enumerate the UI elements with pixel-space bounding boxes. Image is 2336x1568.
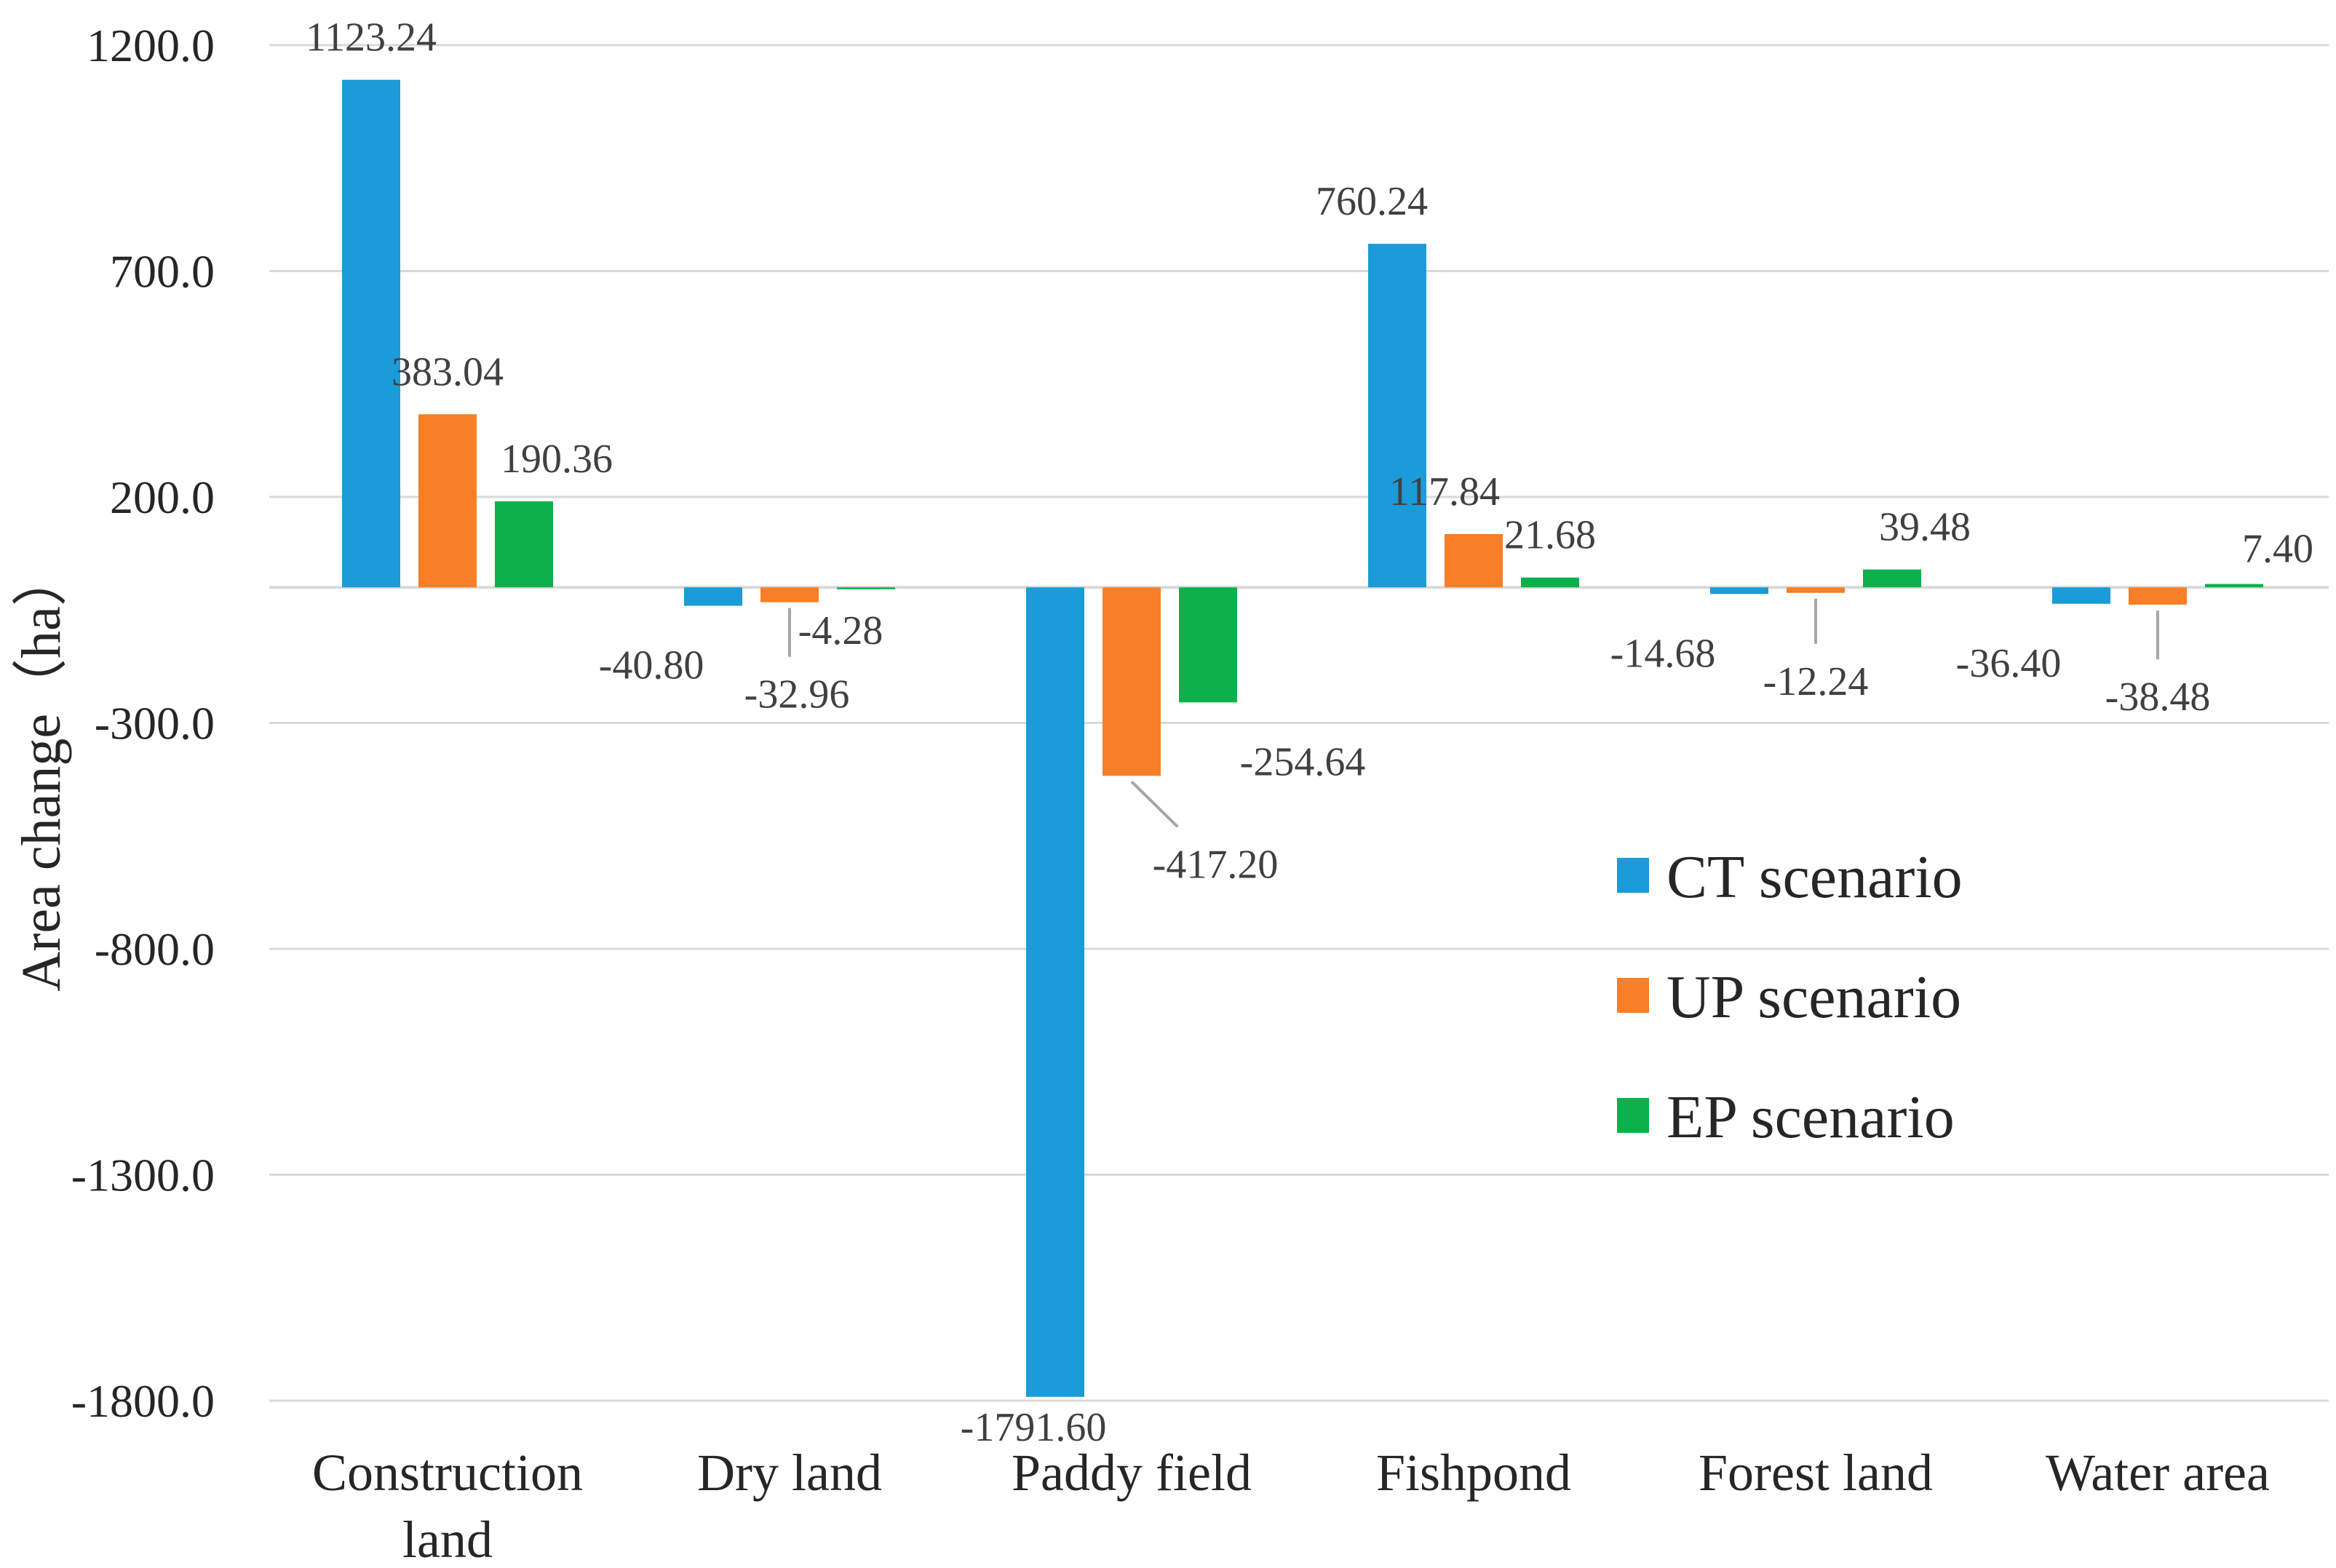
data-label-up-0: 383.04 xyxy=(392,349,504,394)
bar-up-4 xyxy=(1787,587,1845,593)
x-category-label: land xyxy=(402,1511,493,1564)
bar-up-1 xyxy=(760,587,819,602)
legend-label-ep: EP scenario xyxy=(1666,1083,1955,1151)
bar-ep-0 xyxy=(495,501,553,588)
data-label-ep-0: 190.36 xyxy=(501,437,613,482)
x-category-label: Forest land xyxy=(1699,1444,1933,1502)
bar-ep-5 xyxy=(2205,584,2263,588)
y-tick-label: 700.0 xyxy=(110,246,215,298)
legend-swatch-ep xyxy=(1617,1098,1649,1133)
legend-label-up: UP scenario xyxy=(1666,963,1961,1031)
bar-ct-1 xyxy=(684,587,742,606)
data-label-ep-2: -254.64 xyxy=(1240,739,1366,784)
y-tick-label: -800.0 xyxy=(95,923,215,975)
data-label-ct-4: -14.68 xyxy=(1610,631,1716,676)
y-tick-label: -1300.0 xyxy=(71,1150,215,1201)
data-label-ct-2: -1791.60 xyxy=(961,1405,1107,1450)
leader-line-1-2 xyxy=(1130,780,1179,828)
x-category-label: Fishpond xyxy=(1376,1444,1571,1502)
data-label-up-2: -417.20 xyxy=(1153,842,1279,887)
data-label-up-1: -32.96 xyxy=(744,672,850,717)
x-category-label: Dry land xyxy=(697,1444,882,1502)
y-tick-label: -1800.0 xyxy=(71,1375,215,1427)
data-label-ct-5: -36.40 xyxy=(1956,641,2062,686)
data-label-ep-4: 39.48 xyxy=(1879,505,1971,550)
bar-ep-3 xyxy=(1521,577,1579,588)
x-category-label: Paddy field xyxy=(1012,1444,1252,1502)
bar-ep-4 xyxy=(1863,569,1921,588)
bar-up-3 xyxy=(1445,534,1503,588)
data-label-ct-0: 1123.24 xyxy=(306,15,437,60)
y-tick-label: -300.0 xyxy=(95,698,215,749)
bar-ep-2 xyxy=(1179,587,1237,703)
bar-ct-2 xyxy=(1026,587,1084,1397)
bar-ct-4 xyxy=(1710,587,1768,594)
y-axis-title: Area change（ha） xyxy=(11,551,72,992)
bar-ct-5 xyxy=(2052,587,2110,604)
data-label-up-3: 117.84 xyxy=(1389,469,1500,514)
data-label-ep-5: 7.40 xyxy=(2242,527,2313,572)
bar-ct-0 xyxy=(342,79,400,588)
y-tick-label: 1200.0 xyxy=(87,20,215,71)
bar-up-2 xyxy=(1103,587,1161,776)
data-label-up-5: -38.48 xyxy=(2105,674,2211,720)
data-label-ct-3: 760.24 xyxy=(1316,179,1428,224)
x-category-label: Construction xyxy=(312,1444,583,1502)
bar-up-5 xyxy=(2129,587,2187,605)
y-tick-label: 200.0 xyxy=(110,471,215,523)
x-category-label: Water area xyxy=(2046,1444,2270,1502)
bar-ep-1 xyxy=(837,587,895,589)
data-label-ep-3: 21.68 xyxy=(1504,513,1596,558)
bar-up-0 xyxy=(418,414,477,588)
legend-label-ct: CT scenario xyxy=(1666,843,1963,911)
data-label-ep-1: -4.28 xyxy=(798,608,883,653)
legend-swatch-ct xyxy=(1617,858,1649,893)
data-label-ct-1: -40.80 xyxy=(599,643,704,688)
bar-ct-3 xyxy=(1368,244,1426,588)
legend-swatch-up xyxy=(1617,978,1649,1013)
data-label-up-4: -12.24 xyxy=(1763,659,1869,704)
